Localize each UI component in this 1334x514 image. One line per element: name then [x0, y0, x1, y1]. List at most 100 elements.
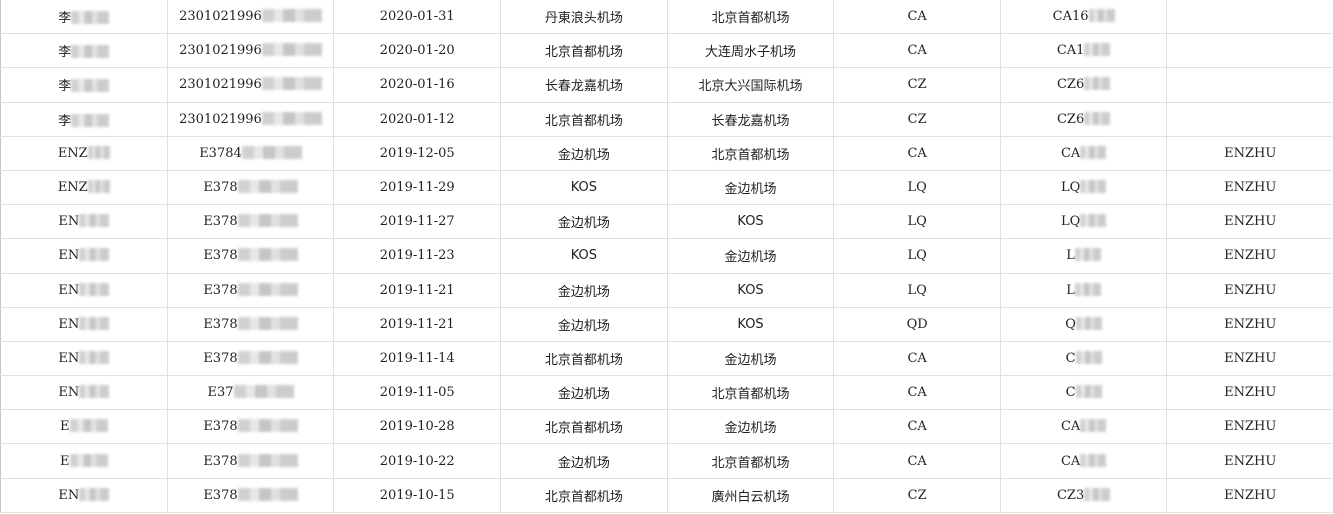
table-row[interactable]: EN E378 2019-10-15 北京首都机场 廣州白云机场 CZ CZ3 ENZHU — [0, 477, 1334, 513]
flight-number-cell[interactable]: Q — [999, 306, 1168, 342]
date-cell[interactable]: 2019-12-05 — [333, 135, 502, 171]
arrival-cell[interactable]: 北京首都机场 — [666, 0, 835, 35]
arrival-cell[interactable]: 北京首都机场 — [666, 443, 835, 479]
airline-cell[interactable]: CA — [833, 340, 1001, 377]
date-cell[interactable]: 2019-11-23 — [333, 238, 502, 274]
table-row[interactable]: EN E378 2019-11-21 金边机场 KOS LQ L ENZHU — [0, 272, 1334, 308]
departure-cell[interactable]: 金边机场 — [500, 306, 668, 342]
arrival-cell[interactable]: 北京首都机场 — [666, 375, 835, 411]
arrival-cell[interactable]: 金边机场 — [666, 409, 835, 445]
id-cell[interactable]: 2301021996 — [166, 101, 335, 137]
airline-cell[interactable]: CZ — [833, 477, 1001, 513]
departure-cell[interactable]: KOS — [500, 238, 668, 274]
id-cell[interactable]: E378 — [166, 306, 335, 342]
passenger-cell[interactable] — [1166, 67, 1334, 103]
table-row[interactable]: EN E378 2019-11-23 KOS 金边机场 LQ L ENZHU — [0, 238, 1334, 274]
date-cell[interactable]: 2019-11-21 — [333, 306, 502, 342]
name-cell[interactable]: EN — [0, 272, 168, 308]
name-cell[interactable]: 李 — [0, 0, 168, 35]
airline-cell[interactable]: CA — [833, 0, 1001, 35]
table-row[interactable]: ENZ E378 2019-11-29 KOS 金边机场 LQ LQ ENZHU — [0, 169, 1334, 206]
table-row[interactable]: EN E378 2019-11-21 金边机场 KOS QD Q ENZHU — [0, 306, 1334, 342]
date-cell[interactable]: 2019-10-15 — [333, 477, 502, 513]
id-cell[interactable]: E378 — [166, 443, 335, 479]
name-cell[interactable]: 李 — [0, 33, 168, 69]
airline-cell[interactable]: LQ — [833, 204, 1001, 240]
airline-cell[interactable]: CZ — [833, 101, 1001, 137]
date-cell[interactable]: 2019-10-22 — [333, 443, 502, 479]
table-row[interactable]: 李 2301021996 2020-01-20 北京首都机场 大连周水子机场 CA CA1 — [0, 33, 1334, 69]
departure-cell[interactable]: 金边机场 — [500, 204, 668, 240]
airline-cell[interactable]: CA — [833, 375, 1001, 411]
passenger-cell[interactable]: ENZHU — [1166, 169, 1334, 206]
airline-cell[interactable]: LQ — [833, 169, 1001, 206]
departure-cell[interactable]: KOS — [500, 169, 668, 206]
table-row[interactable]: E E378 2019-10-28 北京首都机场 金边机场 CA CA ENZHU — [0, 409, 1334, 445]
date-cell[interactable]: 2019-11-05 — [333, 375, 502, 411]
id-cell[interactable]: E378 — [166, 169, 335, 206]
airline-cell[interactable]: LQ — [833, 272, 1001, 308]
departure-cell[interactable]: 丹東浪头机场 — [500, 0, 668, 35]
departure-cell[interactable]: 金边机场 — [500, 135, 668, 171]
arrival-cell[interactable]: 金边机场 — [666, 340, 835, 377]
arrival-cell[interactable]: 廣州白云机场 — [666, 477, 835, 513]
id-cell[interactable]: E378 — [166, 477, 335, 513]
name-cell[interactable]: ENZ — [0, 135, 168, 171]
date-cell[interactable]: 2020-01-12 — [333, 101, 502, 137]
passenger-cell[interactable]: ENZHU — [1166, 477, 1334, 513]
flight-number-cell[interactable]: CZ3 — [999, 477, 1168, 513]
airline-cell[interactable]: CA — [833, 33, 1001, 69]
airline-cell[interactable]: QD — [833, 306, 1001, 342]
flight-number-cell[interactable]: CZ6 — [999, 67, 1168, 103]
date-cell[interactable]: 2019-10-28 — [333, 409, 502, 445]
departure-cell[interactable]: 北京首都机场 — [500, 33, 668, 69]
arrival-cell[interactable]: KOS — [666, 306, 835, 342]
passenger-cell[interactable]: ENZHU — [1166, 443, 1334, 479]
id-cell[interactable]: E378 — [166, 238, 335, 274]
flight-number-cell[interactable]: C — [999, 375, 1168, 411]
flight-number-cell[interactable]: CA1 — [999, 33, 1168, 69]
name-cell[interactable]: E — [0, 409, 168, 445]
date-cell[interactable]: 2020-01-20 — [333, 33, 502, 69]
id-cell[interactable]: 2301021996 — [166, 67, 335, 103]
arrival-cell[interactable]: KOS — [666, 204, 835, 240]
date-cell[interactable]: 2019-11-14 — [333, 340, 502, 377]
flight-number-cell[interactable]: CA16 — [999, 0, 1168, 35]
name-cell[interactable]: EN — [0, 306, 168, 342]
arrival-cell[interactable]: 金边机场 — [666, 238, 835, 274]
flight-number-cell[interactable]: L — [999, 238, 1168, 274]
arrival-cell[interactable]: 北京首都机场 — [666, 135, 835, 171]
arrival-cell[interactable]: 长春龙嘉机场 — [666, 101, 835, 137]
flight-number-cell[interactable]: CA — [999, 409, 1168, 445]
date-cell[interactable]: 2020-01-31 — [333, 0, 502, 35]
table-row[interactable]: 李 2301021996 2020-01-31 丹東浪头机场 北京首都机场 CA CA16 — [0, 0, 1334, 35]
name-cell[interactable]: EN — [0, 477, 168, 513]
arrival-cell[interactable]: 北京大兴国际机场 — [666, 67, 835, 103]
flight-number-cell[interactable]: CZ6 — [999, 101, 1168, 137]
table-row[interactable]: 李 2301021996 2020-01-12 北京首都机场 长春龙嘉机场 CZ CZ6 — [0, 101, 1334, 137]
name-cell[interactable]: ENZ — [0, 169, 168, 206]
flight-number-cell[interactable]: C — [999, 340, 1168, 377]
passenger-cell[interactable] — [1166, 0, 1334, 35]
passenger-cell[interactable]: ENZHU — [1166, 340, 1334, 377]
id-cell[interactable]: E3784 — [166, 135, 335, 171]
flight-number-cell[interactable]: LQ — [999, 204, 1168, 240]
name-cell[interactable]: E — [0, 443, 168, 479]
id-cell[interactable]: E378 — [166, 204, 335, 240]
flight-number-cell[interactable]: CA — [999, 135, 1168, 171]
airline-cell[interactable]: CA — [833, 443, 1001, 479]
airline-cell[interactable]: LQ — [833, 238, 1001, 274]
passenger-cell[interactable] — [1166, 33, 1334, 69]
departure-cell[interactable]: 北京首都机场 — [500, 340, 668, 377]
table-row[interactable]: 李 2301021996 2020-01-16 长春龙嘉机场 北京大兴国际机场 CZ CZ6 — [0, 67, 1334, 103]
arrival-cell[interactable]: 大连周水子机场 — [666, 33, 835, 69]
flight-number-cell[interactable]: L — [999, 272, 1168, 308]
passenger-cell[interactable]: ENZHU — [1166, 306, 1334, 342]
flight-number-cell[interactable]: CA — [999, 443, 1168, 479]
table-row[interactable]: ENZ E3784 2019-12-05 金边机场 北京首都机场 CA CA ENZHU — [0, 135, 1334, 171]
table-row[interactable]: E E378 2019-10-22 金边机场 北京首都机场 CA CA ENZHU — [0, 443, 1334, 479]
departure-cell[interactable]: 长春龙嘉机场 — [500, 67, 668, 103]
name-cell[interactable]: 李 — [0, 101, 168, 137]
name-cell[interactable]: 李 — [0, 67, 168, 103]
id-cell[interactable]: E378 — [166, 272, 335, 308]
